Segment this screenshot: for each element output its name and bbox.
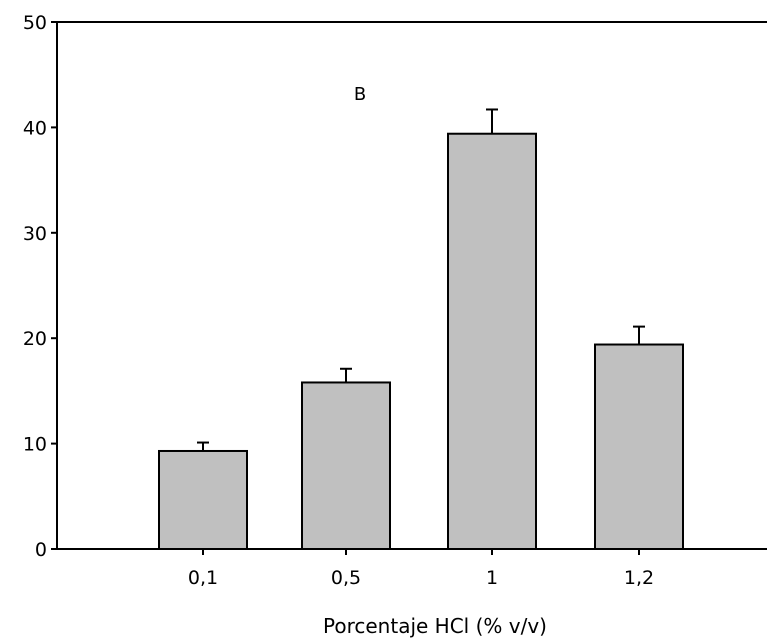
bar-1 — [301, 381, 391, 550]
bar-2 — [447, 132, 537, 550]
y-tick-label-4: 40 — [23, 117, 47, 139]
panel-annotation: B — [354, 84, 366, 105]
axes-group — [56, 21, 767, 550]
bars-group — [158, 132, 684, 550]
x-tick-label-2: 1 — [486, 567, 498, 589]
x-tick-label-0: 0,1 — [188, 567, 218, 589]
x-tick-label-3: 1,2 — [624, 567, 654, 589]
bar-0 — [158, 449, 248, 550]
x-ticks-group: 0,1 0,5 1 1,2 — [188, 549, 654, 589]
y-tick-label-1: 10 — [23, 434, 47, 456]
error-bars-group — [197, 108, 645, 451]
y-tick-label-5: 50 — [23, 12, 47, 34]
bar-3 — [594, 343, 684, 550]
y-ticks-group: 0 10 20 30 40 50 — [23, 12, 57, 561]
y-tick-label-2: 20 — [23, 328, 47, 350]
y-tick-label-0: 0 — [35, 539, 47, 561]
y-tick-label-3: 30 — [23, 223, 47, 245]
x-axis-label: Porcentaje HCl (% v/v) — [323, 614, 547, 638]
x-tick-label-1: 0,5 — [331, 567, 361, 589]
